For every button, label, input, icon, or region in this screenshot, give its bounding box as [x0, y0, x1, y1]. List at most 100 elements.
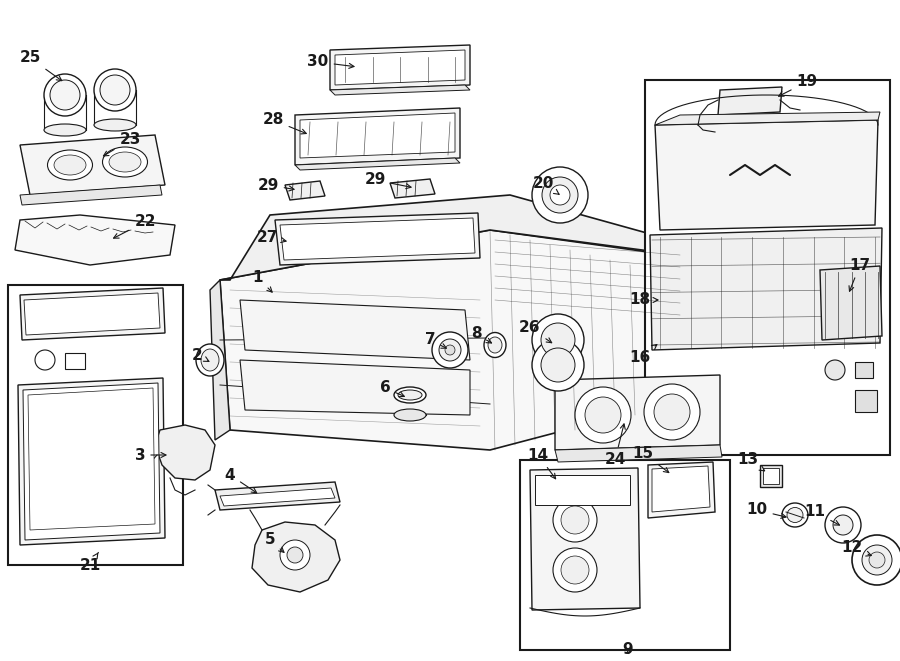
- Ellipse shape: [44, 124, 86, 136]
- Ellipse shape: [94, 69, 136, 111]
- Bar: [8, 285, 183, 565]
- Circle shape: [532, 167, 588, 223]
- Polygon shape: [335, 50, 465, 85]
- Text: 23: 23: [104, 132, 140, 156]
- Circle shape: [439, 339, 461, 361]
- Bar: [65, 353, 85, 369]
- Text: 16: 16: [629, 344, 657, 366]
- Circle shape: [561, 556, 589, 584]
- Polygon shape: [390, 179, 435, 198]
- Polygon shape: [650, 228, 882, 350]
- Text: 18: 18: [629, 293, 658, 307]
- Polygon shape: [295, 158, 460, 170]
- Circle shape: [862, 545, 892, 575]
- Polygon shape: [680, 245, 695, 400]
- Polygon shape: [300, 113, 455, 158]
- Ellipse shape: [44, 74, 86, 116]
- Circle shape: [280, 540, 310, 570]
- Polygon shape: [240, 360, 470, 415]
- Polygon shape: [155, 425, 215, 480]
- Ellipse shape: [782, 503, 808, 527]
- Polygon shape: [210, 280, 230, 440]
- Ellipse shape: [787, 508, 803, 522]
- Text: 3: 3: [135, 447, 166, 463]
- Circle shape: [825, 360, 845, 380]
- Ellipse shape: [484, 332, 506, 358]
- Text: 29: 29: [364, 173, 411, 188]
- Circle shape: [287, 547, 303, 563]
- Circle shape: [541, 323, 575, 357]
- Polygon shape: [15, 215, 175, 265]
- Text: 30: 30: [308, 54, 354, 69]
- Text: 26: 26: [519, 321, 552, 343]
- Polygon shape: [275, 213, 480, 265]
- Polygon shape: [648, 462, 715, 518]
- Text: 1: 1: [253, 270, 272, 292]
- Circle shape: [852, 535, 900, 585]
- Bar: [855, 362, 873, 378]
- Text: 6: 6: [380, 381, 404, 397]
- Polygon shape: [20, 185, 162, 205]
- Polygon shape: [215, 482, 340, 510]
- Text: 24: 24: [604, 424, 626, 467]
- Circle shape: [644, 384, 700, 440]
- Text: 20: 20: [532, 176, 559, 194]
- Text: 27: 27: [256, 229, 286, 245]
- Text: 17: 17: [849, 258, 870, 292]
- Ellipse shape: [109, 152, 141, 172]
- Text: 13: 13: [737, 453, 765, 471]
- Polygon shape: [23, 383, 160, 540]
- Ellipse shape: [196, 344, 224, 376]
- Ellipse shape: [394, 409, 426, 421]
- Polygon shape: [280, 218, 475, 260]
- Text: 28: 28: [262, 112, 306, 134]
- Circle shape: [585, 397, 621, 433]
- Bar: [520, 460, 730, 650]
- Ellipse shape: [488, 337, 502, 353]
- Polygon shape: [652, 466, 710, 512]
- Circle shape: [35, 350, 55, 370]
- Circle shape: [532, 339, 584, 391]
- Text: 15: 15: [633, 446, 669, 473]
- Polygon shape: [220, 488, 335, 506]
- Text: 7: 7: [425, 332, 446, 348]
- Ellipse shape: [201, 349, 219, 371]
- Text: 22: 22: [113, 215, 156, 238]
- Polygon shape: [330, 45, 470, 90]
- Text: 21: 21: [79, 553, 101, 572]
- Ellipse shape: [103, 147, 148, 177]
- Polygon shape: [555, 375, 720, 450]
- Polygon shape: [220, 230, 680, 450]
- Polygon shape: [655, 120, 878, 230]
- Text: 25: 25: [19, 50, 62, 81]
- Circle shape: [445, 345, 455, 355]
- Polygon shape: [285, 181, 325, 200]
- Polygon shape: [530, 468, 640, 610]
- Bar: [763, 468, 779, 484]
- Ellipse shape: [48, 150, 93, 180]
- Polygon shape: [240, 300, 470, 360]
- Bar: [855, 390, 877, 412]
- Circle shape: [541, 348, 575, 382]
- Circle shape: [869, 552, 885, 568]
- Text: 14: 14: [527, 447, 555, 479]
- Text: 12: 12: [842, 541, 871, 556]
- Polygon shape: [24, 293, 160, 335]
- Circle shape: [825, 507, 861, 543]
- Bar: [760, 465, 782, 487]
- Text: 29: 29: [257, 178, 294, 192]
- Ellipse shape: [54, 155, 86, 175]
- Polygon shape: [655, 112, 880, 125]
- Polygon shape: [20, 288, 165, 340]
- Circle shape: [542, 177, 578, 213]
- Text: 4: 4: [225, 467, 256, 492]
- Text: 19: 19: [778, 75, 817, 97]
- Circle shape: [553, 548, 597, 592]
- Ellipse shape: [94, 119, 136, 131]
- Circle shape: [553, 498, 597, 542]
- Polygon shape: [330, 85, 470, 95]
- Polygon shape: [718, 87, 782, 115]
- Polygon shape: [28, 388, 155, 530]
- Text: 8: 8: [471, 327, 491, 343]
- Text: 10: 10: [746, 502, 786, 518]
